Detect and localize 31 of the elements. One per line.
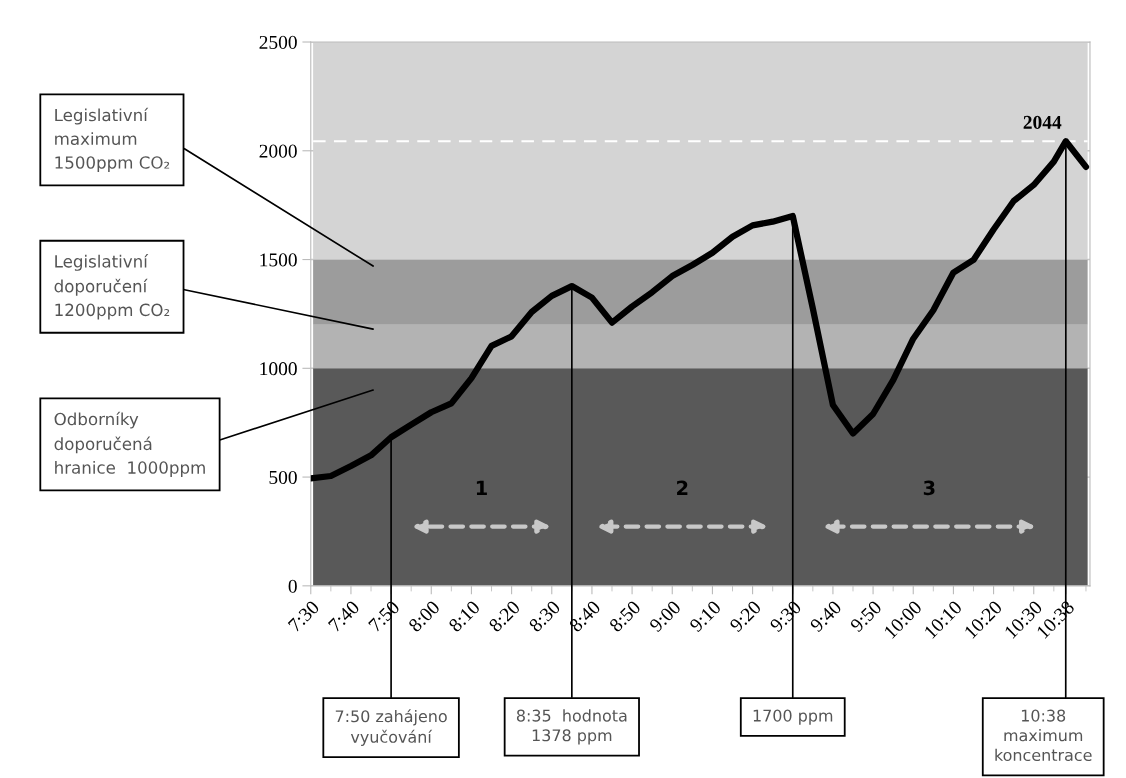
x-tick-label: 7:30 [287, 599, 320, 633]
y-tick-label: 0 [288, 579, 297, 593]
x-tick-label: 8:50 [608, 599, 642, 633]
x-tick-label: 9:20 [728, 599, 762, 633]
x-tick-label: 8:10 [447, 599, 481, 633]
x-tick-label: 9:10 [688, 599, 722, 633]
y-tick-label: 2500 [259, 35, 297, 49]
y-tick-label: 1500 [260, 253, 297, 267]
y-tick-label: 1000 [260, 362, 297, 376]
annotation: 3 [923, 480, 935, 496]
x-tick-label: 8:30 [528, 599, 561, 633]
band-label: Odborníky doporučená hranice 1000ppm [54, 411, 205, 478]
x-tick-label: 9:40 [809, 599, 843, 633]
annotation: 1700 ppm [753, 709, 833, 725]
x-tick-label: 8:40 [568, 599, 602, 633]
annotation: 2 [677, 480, 688, 495]
y-tick-label: 500 [269, 470, 297, 485]
x-tick-label: 7:40 [327, 599, 361, 633]
annotation: 8:35 hodnota 1378 ppm [516, 709, 627, 745]
data-label: 2044 [1023, 115, 1062, 129]
band-label: Legislativní maximum 1500ppm CO₂ [55, 107, 170, 173]
x-tick-label: 8:00 [407, 599, 441, 633]
band-label: Legislativní doporučení 1200ppm CO₂ [54, 254, 170, 320]
annotation: 7:50 zahájeno vyučování [335, 709, 447, 746]
x-tick-label: 7:50 [367, 599, 401, 633]
x-tick-label: 9:00 [648, 599, 682, 633]
y-tick-label: 2000 [259, 144, 297, 158]
x-tick-label: 8:20 [488, 599, 521, 633]
x-tick-label: 9:50 [849, 599, 883, 633]
annotation: 1 [476, 480, 487, 495]
annotation: 10:38 maximum koncentrace [995, 709, 1092, 762]
